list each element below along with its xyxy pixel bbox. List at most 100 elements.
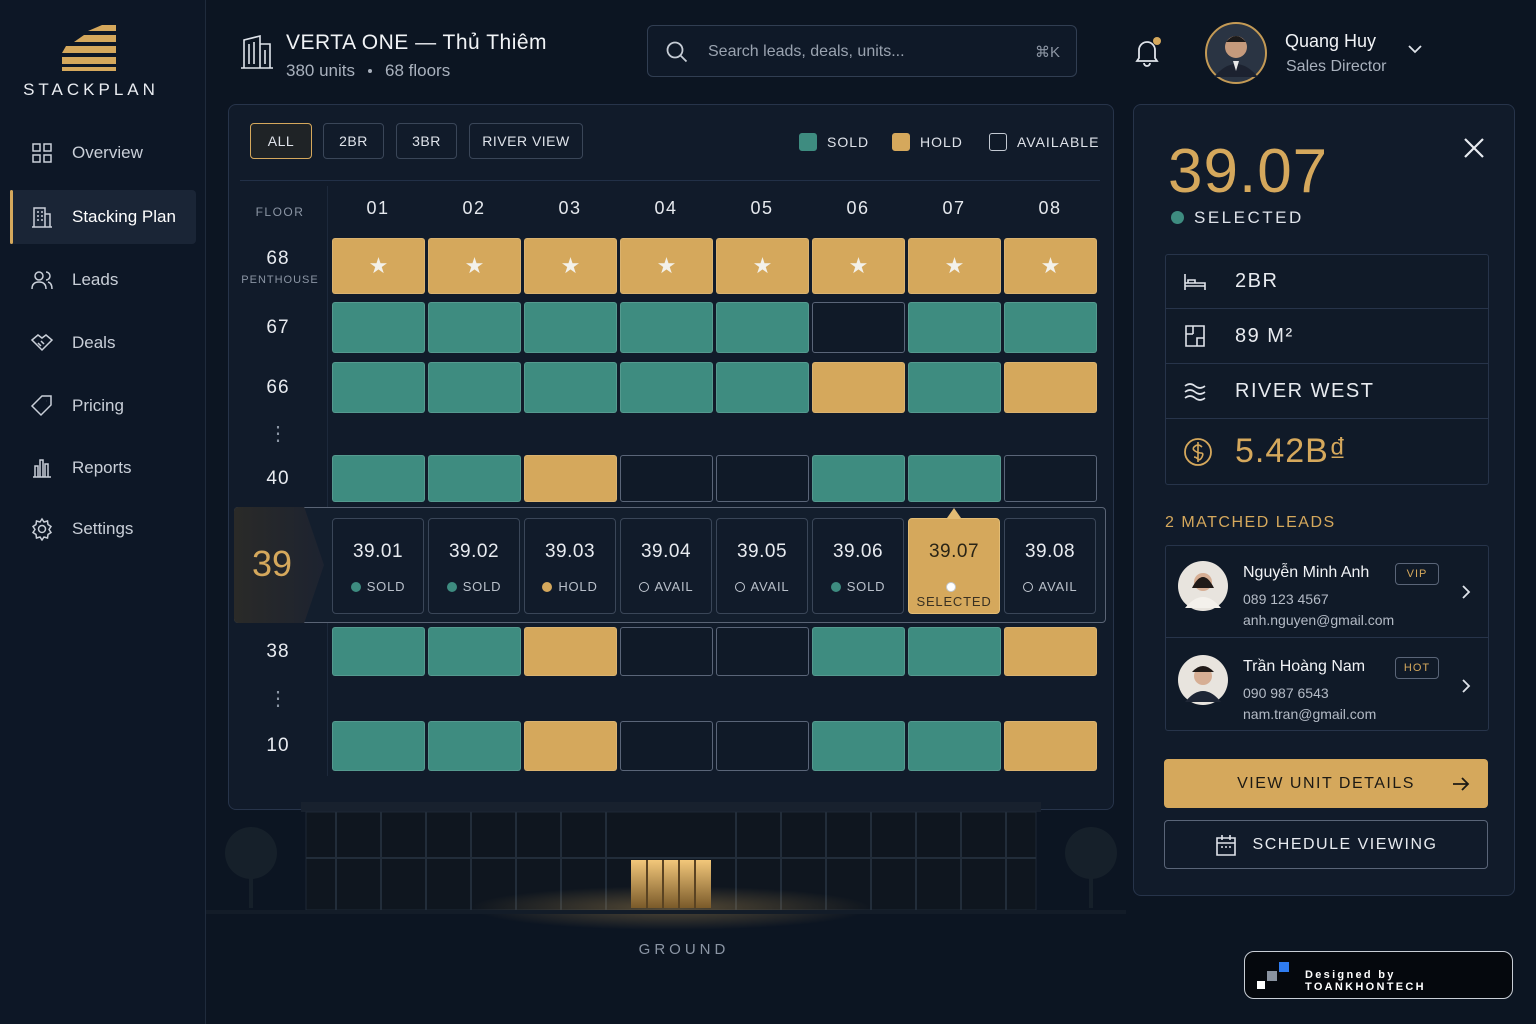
unit-cell[interactable]: ★ bbox=[332, 238, 425, 294]
lead-badge: VIP bbox=[1395, 563, 1439, 585]
price-icon bbox=[1184, 437, 1212, 466]
unit-cell[interactable]: 39.06 SOLD bbox=[812, 518, 904, 614]
view-unit-button[interactable]: VIEW UNIT DETAILS bbox=[1164, 759, 1488, 808]
unit-cell[interactable] bbox=[908, 627, 1001, 676]
unit-cell[interactable] bbox=[908, 302, 1001, 353]
unit-cell[interactable]: 39.03 HOLD bbox=[524, 518, 616, 614]
divider bbox=[240, 180, 1100, 181]
unit-cell[interactable]: 39.05 AVAIL bbox=[716, 518, 808, 614]
unit-cell[interactable] bbox=[812, 302, 905, 353]
unit-cell[interactable] bbox=[1004, 721, 1097, 771]
separator bbox=[368, 69, 372, 73]
status-dot bbox=[734, 582, 745, 592]
unit-cell[interactable] bbox=[332, 721, 425, 771]
nav-item[interactable]: Settings bbox=[10, 502, 196, 556]
unit-cell[interactable] bbox=[428, 362, 521, 413]
unit-cell[interactable] bbox=[620, 302, 713, 353]
nav-item[interactable]: Deals bbox=[10, 316, 196, 370]
status-label: AVAIL bbox=[750, 579, 790, 594]
leads-heading: 2 MATCHED LEADS bbox=[1165, 514, 1336, 531]
price-row: 5.42B₫ bbox=[1165, 419, 1488, 484]
unit-cell[interactable] bbox=[524, 627, 617, 676]
unit-cell[interactable]: 39.01 SOLD bbox=[332, 518, 424, 614]
unit-cell[interactable] bbox=[524, 455, 617, 502]
unit-cell[interactable]: ★ bbox=[908, 238, 1001, 294]
unit-cell[interactable] bbox=[716, 721, 809, 771]
legend-item[interactable]: SOLD bbox=[799, 133, 869, 151]
unit-cell[interactable]: 39.07 SELECTED bbox=[908, 518, 1000, 614]
filter-chip[interactable]: RIVER VIEW bbox=[469, 123, 583, 159]
lead-row[interactable]: Nguyễn Minh Anh VIP 089 123 4567 anh.nguyen… bbox=[1165, 546, 1488, 638]
search-box[interactable]: Search leads, deals, units... ⌘K bbox=[647, 25, 1077, 77]
notifications[interactable] bbox=[1132, 36, 1162, 68]
nav-icon bbox=[32, 207, 52, 228]
user-avatar[interactable] bbox=[1204, 21, 1268, 85]
unit-cell[interactable] bbox=[524, 362, 617, 413]
unit-cell[interactable] bbox=[812, 455, 905, 502]
floor-header: FLOOR bbox=[255, 205, 305, 219]
legend-swatch bbox=[892, 133, 910, 151]
lead-row[interactable]: Trần Hoàng Nam HOT 090 987 6543 nam.tran@gm… bbox=[1165, 640, 1488, 732]
nav-item[interactable]: Stacking Plan bbox=[10, 190, 196, 244]
unit-cell[interactable] bbox=[332, 627, 425, 676]
unit-cell[interactable] bbox=[908, 362, 1001, 413]
unit-cell[interactable] bbox=[428, 455, 521, 502]
unit-cell[interactable]: 39.04 AVAIL bbox=[620, 518, 712, 614]
unit-cell[interactable]: 39.08 AVAIL bbox=[1004, 518, 1096, 614]
unit-status: SOLD bbox=[813, 579, 903, 594]
close-button[interactable] bbox=[1462, 136, 1486, 160]
nav-item[interactable]: Leads bbox=[10, 253, 196, 307]
unit-cell[interactable] bbox=[332, 455, 425, 502]
unit-cell[interactable]: ★ bbox=[812, 238, 905, 294]
nav-item[interactable]: Overview bbox=[10, 126, 196, 180]
unit-cell[interactable] bbox=[716, 362, 809, 413]
search-placeholder: Search leads, deals, units... bbox=[708, 43, 905, 60]
user-name: Quang Huy bbox=[1285, 31, 1377, 51]
filter-chip[interactable]: 3BR bbox=[396, 123, 457, 159]
lead-phone: 089 123 4567 bbox=[1243, 591, 1329, 607]
nav-item[interactable]: Reports bbox=[10, 441, 196, 495]
nav-item[interactable]: Pricing bbox=[10, 379, 196, 433]
unit-cell[interactable]: ★ bbox=[428, 238, 521, 294]
schedule-button[interactable]: SCHEDULE VIEWING bbox=[1164, 820, 1488, 869]
unit-cell[interactable] bbox=[908, 455, 1001, 502]
unit-cell[interactable] bbox=[812, 362, 905, 413]
unit-cell[interactable] bbox=[908, 721, 1001, 771]
unit-cell[interactable] bbox=[812, 721, 905, 771]
unit-cell[interactable] bbox=[620, 721, 713, 771]
unit-cell[interactable]: ★ bbox=[716, 238, 809, 294]
unit-cell[interactable] bbox=[716, 627, 809, 676]
filter-label: 3BR bbox=[412, 133, 441, 149]
unit-cell[interactable] bbox=[428, 721, 521, 771]
unit-cell[interactable]: ★ bbox=[524, 238, 617, 294]
filter-chip[interactable]: ALL bbox=[250, 123, 312, 159]
unit-cell[interactable]: ★ bbox=[620, 238, 713, 294]
unit-cell[interactable] bbox=[620, 362, 713, 413]
unit-cell[interactable] bbox=[524, 721, 617, 771]
unit-cell[interactable] bbox=[716, 302, 809, 353]
unit-cell[interactable] bbox=[1004, 627, 1097, 676]
unit-cell[interactable] bbox=[332, 302, 425, 353]
floor-note: PENTHOUSE bbox=[241, 274, 319, 286]
floor-label: 66 bbox=[266, 376, 290, 398]
unit-cell[interactable] bbox=[812, 627, 905, 676]
filter-chip[interactable]: 2BR bbox=[323, 123, 384, 159]
status-label: AVAIL bbox=[654, 579, 694, 594]
unit-cell[interactable] bbox=[428, 302, 521, 353]
user-menu[interactable] bbox=[1407, 44, 1423, 56]
unit-cell[interactable] bbox=[716, 455, 809, 502]
unit-cell[interactable]: 39.02 SOLD bbox=[428, 518, 520, 614]
unit-cell[interactable] bbox=[1004, 302, 1097, 353]
floor-label: 68 bbox=[266, 248, 290, 269]
unit-cell[interactable] bbox=[1004, 455, 1097, 502]
legend-item[interactable]: AVAILABLE bbox=[989, 133, 1099, 151]
legend-item[interactable]: HOLD bbox=[892, 133, 963, 151]
unit-cell[interactable] bbox=[1004, 362, 1097, 413]
unit-cell[interactable] bbox=[620, 455, 713, 502]
unit-cell[interactable] bbox=[524, 302, 617, 353]
nav-icon bbox=[33, 459, 51, 478]
unit-cell[interactable]: ★ bbox=[1004, 238, 1097, 294]
unit-cell[interactable] bbox=[332, 362, 425, 413]
unit-cell[interactable] bbox=[428, 627, 521, 676]
unit-cell[interactable] bbox=[620, 627, 713, 676]
